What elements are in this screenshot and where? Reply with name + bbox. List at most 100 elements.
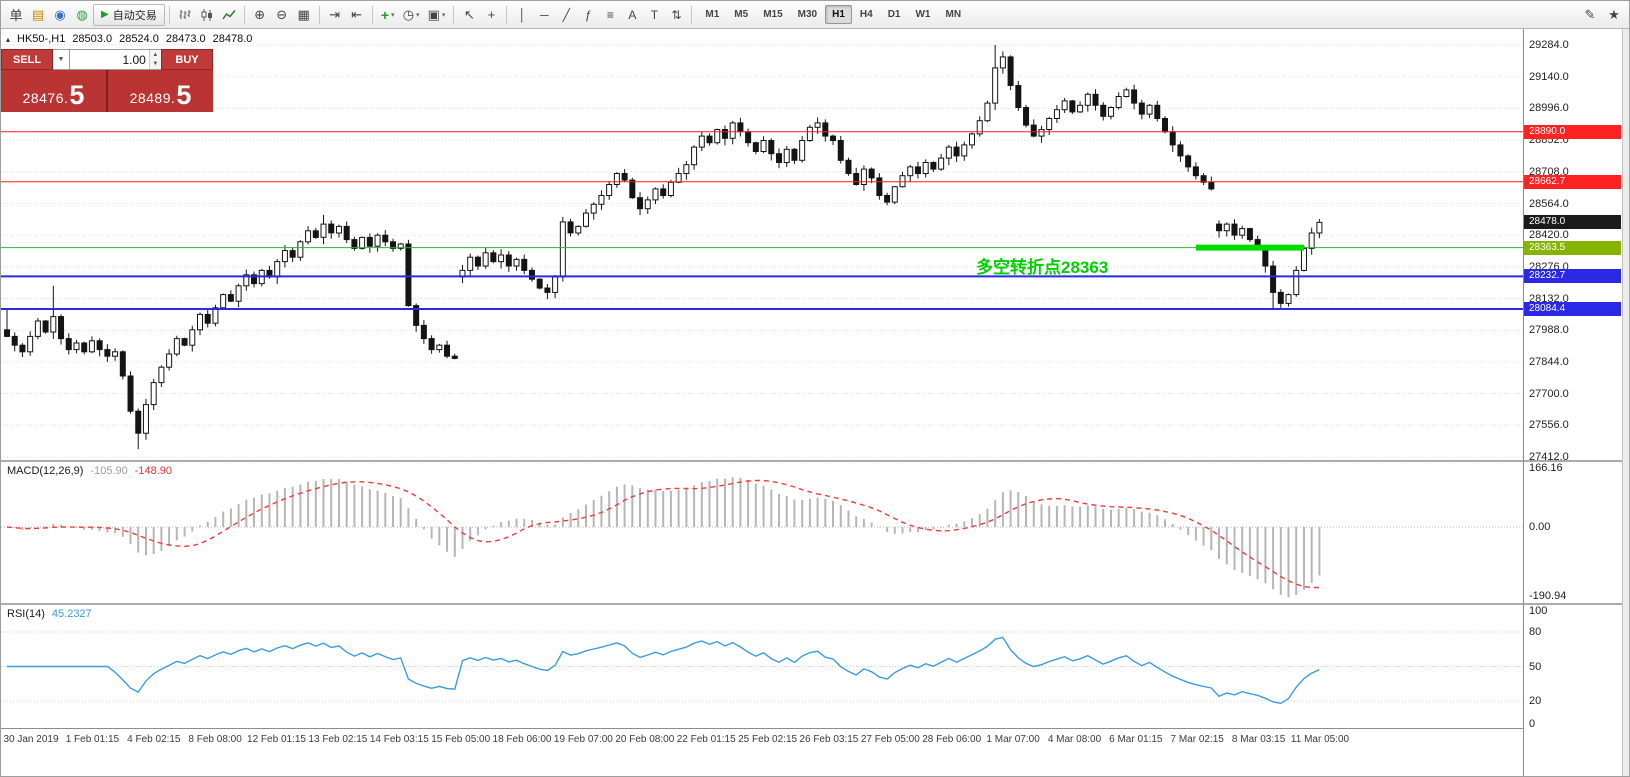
time-axis-label: 30 Jan 2019 [3,734,59,745]
price-line-tag: 28084.4 [1524,302,1621,316]
new-chart-icon[interactable]: ▤ [27,4,49,26]
tile-windows-button[interactable]: ▦ [293,4,315,26]
sell-price-button[interactable]: 28476. 5 [1,70,106,112]
pivot-annotation-text[interactable]: 多空转折点28363 [976,258,1109,277]
favorites-button[interactable]: ★ [1603,4,1625,26]
main-toolbar: 单 ▤ ◉ ◍ ▶ 自动交易 ⊕ ⊖ ▦ ⇥ ⇤ + ▾ ◷ ▾ ▣ ▾ ↖ + [1,1,1629,29]
timeframe-m1-button[interactable]: M1 [705,9,720,20]
timeframe-w1-button[interactable]: W1 [915,9,931,20]
buy-button[interactable]: BUY [161,49,213,70]
buy-price-button[interactable]: 28489. 5 [108,70,213,112]
channel-button[interactable]: ≡ [599,4,621,26]
timeframe-m5-button[interactable]: M5 [734,9,749,20]
trendline-button[interactable]: ╱ [555,4,577,26]
chart-shift-button[interactable]: ⇤ [346,4,368,26]
rsi-value: 45.2327 [51,608,92,620]
text-label-icon: T [650,7,659,22]
market-watch-icon[interactable]: ◍ [71,4,93,26]
timeframe-h1-button[interactable]: H1 [825,5,852,24]
timeframe-mn-button[interactable]: MN [945,9,962,20]
draw-pencil-button[interactable]: ✎ [1579,4,1601,26]
crosshair-button[interactable]: + [480,4,502,26]
pane-splitter[interactable] [1,460,1523,462]
templates-button[interactable]: ▣ ▾ [424,4,450,26]
time-axis-label: 15 Feb 05:00 [431,734,491,745]
macd-main-value: -105.90 [90,465,128,477]
price-tick-label: 27556.0 [1529,419,1569,432]
zoom-out-button[interactable]: ⊖ [271,4,293,26]
vertical-line-button[interactable]: │ [511,4,533,26]
text-button[interactable]: A [621,4,643,26]
indicators-button[interactable]: + ▾ [377,4,399,26]
line-chart-button[interactable] [218,4,240,26]
auto-scroll-icon: ⇥ [329,6,341,22]
price-tick-label: 29284.0 [1529,39,1569,51]
price-line-tag: 28232.7 [1524,269,1621,284]
sell-button[interactable]: SELL [1,49,53,70]
axis-separator [1524,460,1622,462]
time-axis-label: 22 Feb 01:15 [676,734,736,745]
toolbar-separator [168,5,170,24]
caret-down-icon: ▾ [441,11,446,19]
horizontal-line-icon: ─ [540,7,549,22]
new-order-button[interactable]: 单 [5,4,27,26]
arrows-icon: ⇅ [671,7,682,22]
macd-axis[interactable]: 166.16 0.00 -190.94 [1524,462,1622,603]
price-axis-column[interactable]: 29284.0 29140.0 28996.0 28852.0 28708.0 28564… [1523,29,1622,776]
timeframe-h4-button[interactable]: H4 [859,9,873,20]
timeframe-m15-button[interactable]: M15 [763,9,783,20]
clock-icon: ◷ [402,6,415,22]
price-tick-label: 27412.0 [1529,451,1569,463]
caret-down-icon: ▾ [391,11,395,19]
macd-signal-value: -148.90 [134,465,173,477]
spin-up-icon: ▲ [152,51,159,58]
candlestick-icon [201,8,212,21]
text-label-button[interactable]: T [643,4,665,26]
auto-trading-button[interactable]: ▶ 自动交易 [93,3,165,26]
time-axis-label: 14 Feb 03:15 [369,734,429,745]
rsi-chart[interactable] [1,605,1523,728]
price-axis-main[interactable]: 29284.0 29140.0 28996.0 28852.0 28708.0 28564… [1524,29,1622,463]
zoom-in-button[interactable]: ⊕ [249,4,271,26]
time-axis-label: 20 Feb 08:00 [615,734,675,745]
arrows-button[interactable]: ⇅ [665,4,687,26]
tile-windows-icon: ▦ [297,6,310,22]
chart-workspace: ▴ HK50-,H1 28503.0 28524.0 28473.0 28478… [1,29,1629,776]
cursor-button[interactable]: ↖ [458,4,480,26]
periods-button[interactable]: ◷ ▾ [399,4,424,26]
main-chart-pane[interactable]: ▴ HK50-,H1 28503.0 28524.0 28473.0 28478… [1,29,1523,460]
price-tick-label: 27844.0 [1529,355,1569,368]
toolbar-separator [691,5,693,24]
time-axis-label: 25 Feb 02:15 [738,734,798,745]
one-click-toggle-icon[interactable]: ▴ [6,34,11,44]
bar-chart-icon [179,9,191,19]
macd-chart[interactable] [1,462,1523,603]
timeframe-d1-button[interactable]: D1 [887,9,901,20]
candlestick-chart[interactable] [1,29,1523,460]
candlestick-chart-button[interactable] [196,4,218,26]
rsi-axis[interactable]: 100 80 50 20 0 [1524,605,1622,730]
volume-spinner[interactable]: ▲ ▼ [148,50,161,69]
auto-scroll-button[interactable]: ⇥ [324,4,346,26]
toolbar-right-group: ✎ ★ [1579,4,1625,26]
new-chart-glyph: ▤ [31,6,45,22]
time-axis-label: 1 Feb 01:15 [65,734,120,745]
price-tick-label: 27700.0 [1529,387,1569,400]
symbol-header: ▴ HK50-,H1 28503.0 28524.0 28473.0 28478… [6,33,252,45]
star-icon: ★ [1608,6,1620,22]
rsi-pane[interactable]: RSI(14) 45.2327 [1,605,1523,728]
bar-chart-button[interactable] [174,4,196,26]
header-close-value: 28478.0 [212,33,253,45]
profiles-icon[interactable]: ◉ [49,4,71,26]
volume-input[interactable] [70,50,149,69]
time-axis[interactable]: 30 Jan 2019 1 Feb 01:15 4 Feb 02:15 8 Feb 0… [1,728,1523,776]
fibonacci-button[interactable]: ƒ [577,4,599,26]
timeframe-m30-button[interactable]: M30 [797,9,818,20]
volume-dropdown-button[interactable]: ▼ [53,49,70,70]
horizontal-line-button[interactable]: ─ [533,4,555,26]
pane-splitter[interactable] [1,603,1523,605]
zoom-out-icon: ⊖ [276,6,288,22]
time-axis-label: 11 Mar 05:00 [1290,734,1350,745]
time-axis-label: 4 Feb 02:15 [127,734,181,745]
macd-pane[interactable]: MACD(12,26,9) -105.90 -148.90 [1,462,1523,603]
